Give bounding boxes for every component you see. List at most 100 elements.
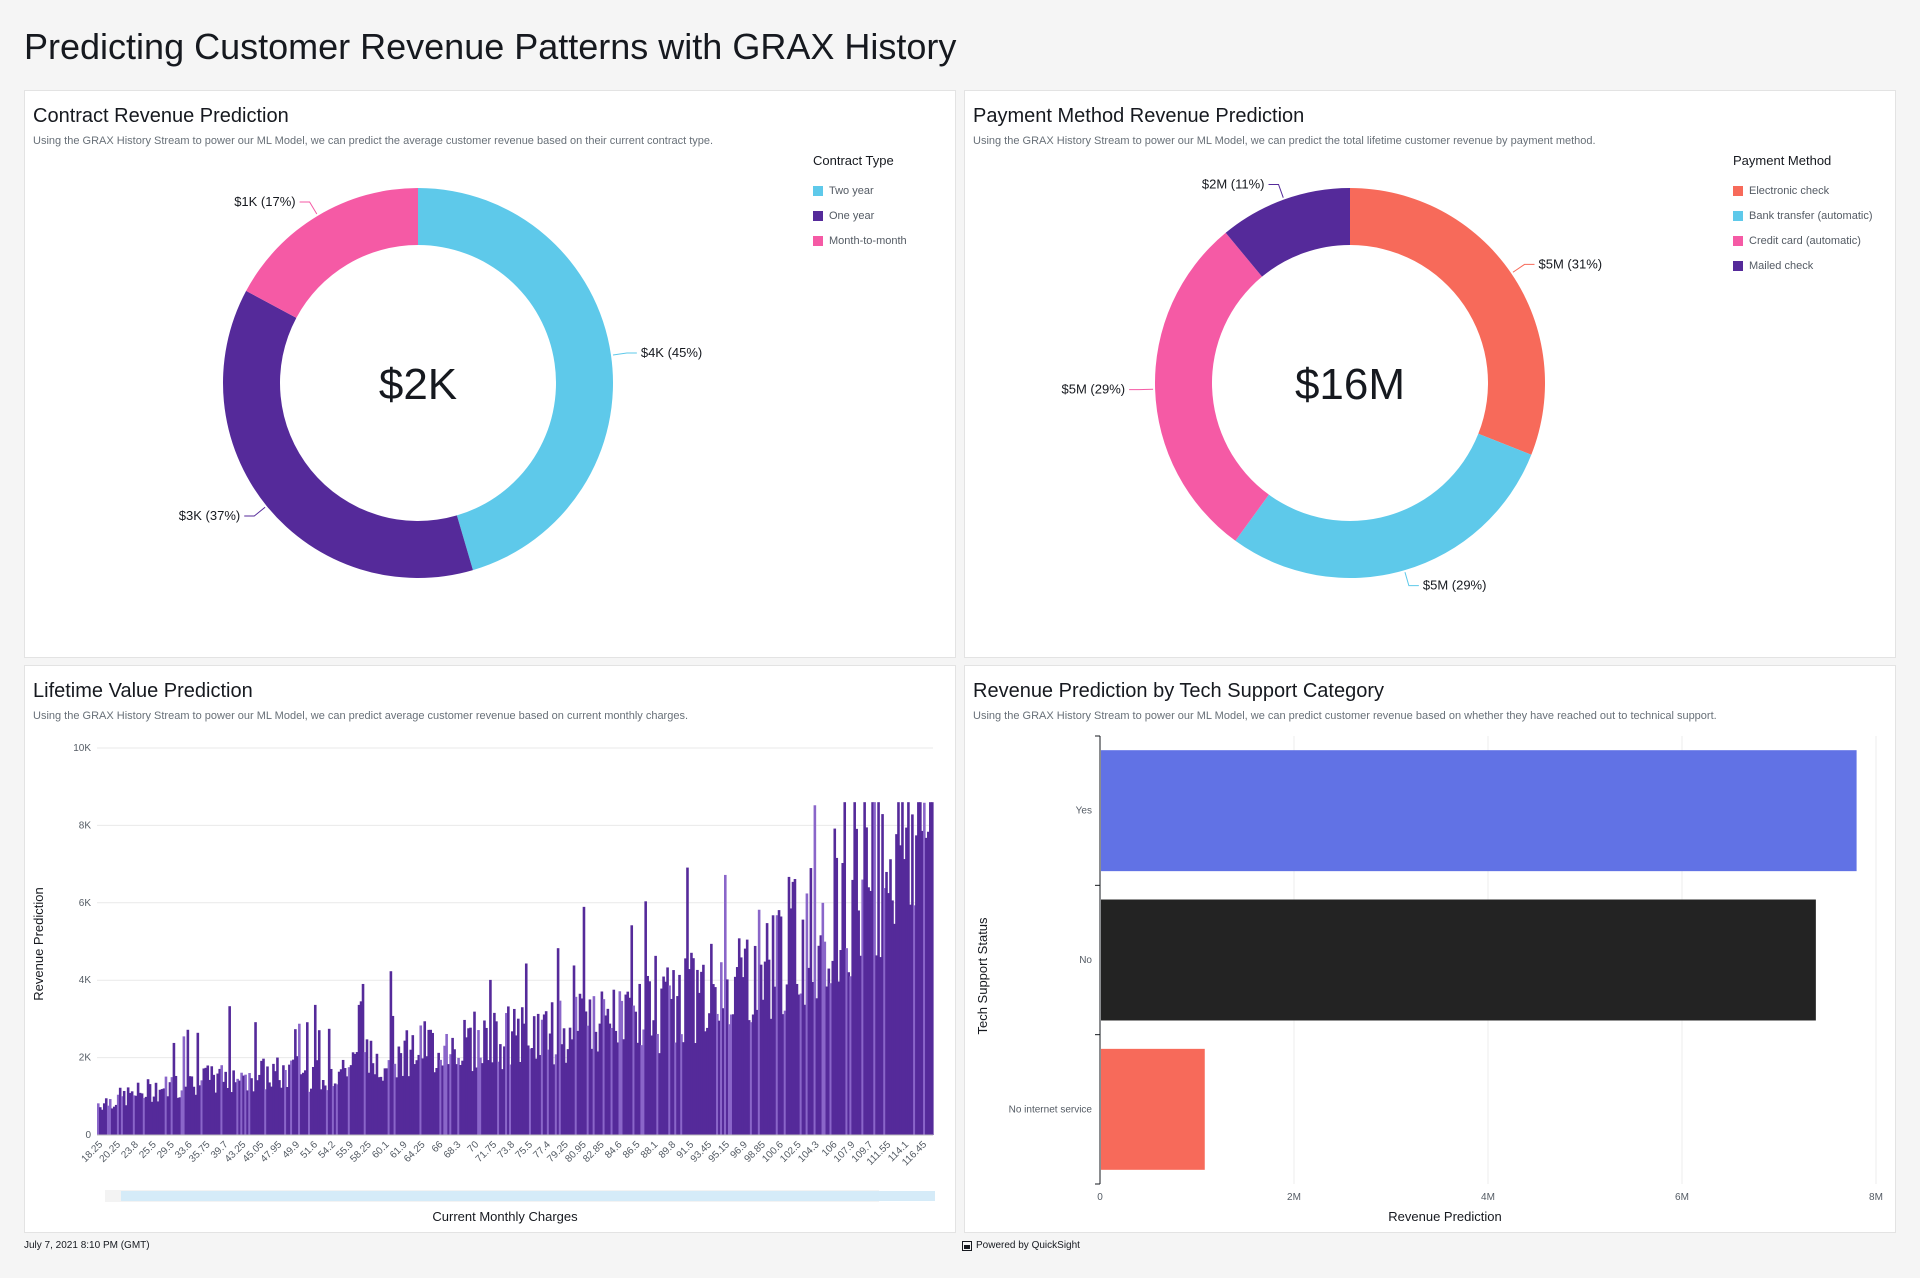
revenue-bar[interactable] bbox=[805, 893, 809, 1135]
revenue-bar[interactable] bbox=[763, 961, 767, 1135]
revenue-bar[interactable] bbox=[415, 1060, 419, 1135]
revenue-bar[interactable] bbox=[642, 1029, 645, 1135]
revenue-bar[interactable] bbox=[369, 1040, 373, 1135]
revenue-bar[interactable] bbox=[387, 1060, 391, 1135]
revenue-bar[interactable] bbox=[841, 863, 845, 1135]
revenue-bar[interactable] bbox=[684, 958, 687, 1135]
revenue-bar[interactable] bbox=[931, 802, 934, 1135]
revenue-bar[interactable] bbox=[302, 1072, 305, 1135]
revenue-bar[interactable] bbox=[891, 900, 894, 1135]
revenue-bar[interactable] bbox=[325, 1090, 329, 1135]
revenue-bar[interactable] bbox=[747, 1020, 751, 1135]
revenue-bar[interactable] bbox=[710, 943, 713, 1135]
revenue-bar[interactable] bbox=[554, 1054, 558, 1135]
revenue-bar[interactable] bbox=[791, 881, 795, 1135]
revenue-bar[interactable] bbox=[511, 1031, 514, 1135]
revenue-bar[interactable] bbox=[634, 1011, 638, 1135]
revenue-bar[interactable] bbox=[851, 879, 854, 1135]
revenue-bar[interactable] bbox=[859, 955, 862, 1135]
revenue-bar[interactable] bbox=[817, 945, 821, 1135]
revenue-bar[interactable] bbox=[218, 1068, 222, 1135]
revenue-bar[interactable] bbox=[495, 1021, 498, 1135]
donut-slice[interactable] bbox=[1235, 433, 1532, 578]
revenue-bar[interactable] bbox=[335, 1084, 339, 1135]
revenue-bar[interactable] bbox=[712, 984, 715, 1135]
revenue-bar[interactable] bbox=[612, 989, 616, 1135]
revenue-bar[interactable] bbox=[618, 991, 622, 1135]
revenue-bar[interactable] bbox=[698, 992, 701, 1135]
revenue-bar[interactable] bbox=[315, 1060, 319, 1135]
revenue-bar[interactable] bbox=[548, 1033, 552, 1135]
revenue-bar[interactable] bbox=[264, 1089, 267, 1135]
revenue-bar[interactable] bbox=[132, 1095, 136, 1135]
revenue-bar[interactable] bbox=[656, 1033, 659, 1135]
revenue-bar[interactable] bbox=[835, 857, 839, 1135]
revenue-bar[interactable] bbox=[515, 1035, 518, 1135]
revenue-bar[interactable] bbox=[489, 979, 492, 1135]
revenue-bar[interactable] bbox=[439, 1059, 442, 1135]
revenue-bar[interactable] bbox=[319, 1089, 323, 1135]
revenue-bar[interactable] bbox=[718, 1020, 721, 1135]
revenue-bar[interactable] bbox=[425, 1056, 429, 1135]
revenue-bar[interactable] bbox=[242, 1075, 245, 1135]
revenue-bar[interactable] bbox=[664, 981, 667, 1135]
revenue-bar[interactable] bbox=[238, 1080, 241, 1135]
revenue-bar[interactable] bbox=[815, 998, 819, 1135]
revenue-bar[interactable] bbox=[371, 1063, 375, 1135]
revenue-bar[interactable] bbox=[509, 1064, 512, 1135]
revenue-bar[interactable] bbox=[799, 993, 803, 1135]
revenue-bar[interactable] bbox=[630, 925, 634, 1135]
legend-item[interactable]: Two year bbox=[813, 184, 907, 198]
revenue-bar[interactable] bbox=[783, 1010, 787, 1135]
revenue-bar[interactable] bbox=[871, 802, 874, 1135]
revenue-bar[interactable] bbox=[407, 1076, 411, 1135]
revenue-bar[interactable] bbox=[423, 1021, 427, 1135]
revenue-bar[interactable] bbox=[110, 1108, 114, 1135]
revenue-bar[interactable] bbox=[714, 987, 717, 1135]
revenue-bar[interactable] bbox=[317, 1030, 321, 1135]
revenue-bar[interactable] bbox=[292, 1059, 295, 1135]
revenue-bar[interactable] bbox=[359, 1001, 363, 1135]
revenue-bar[interactable] bbox=[574, 996, 578, 1135]
revenue-bar[interactable] bbox=[716, 1013, 719, 1135]
revenue-bar[interactable] bbox=[596, 1051, 600, 1135]
revenue-bar[interactable] bbox=[861, 879, 864, 1135]
revenue-bar[interactable] bbox=[451, 1037, 454, 1135]
tech-support-bar[interactable] bbox=[1101, 1048, 1205, 1170]
tech-support-bar[interactable] bbox=[1101, 899, 1816, 1021]
revenue-bar[interactable] bbox=[178, 1097, 182, 1135]
revenue-bar[interactable] bbox=[626, 991, 630, 1135]
revenue-bar[interactable] bbox=[405, 1030, 409, 1135]
revenue-bar[interactable] bbox=[708, 1013, 711, 1135]
revenue-bar[interactable] bbox=[849, 976, 852, 1135]
revenue-bar[interactable] bbox=[911, 814, 914, 1135]
revenue-bar[interactable] bbox=[767, 959, 771, 1135]
revenue-bar[interactable] bbox=[377, 1077, 381, 1135]
revenue-bar[interactable] bbox=[909, 904, 912, 1135]
revenue-bar[interactable] bbox=[234, 1082, 237, 1135]
revenue-bar[interactable] bbox=[889, 859, 892, 1135]
revenue-bar[interactable] bbox=[761, 999, 765, 1135]
revenue-bar[interactable] bbox=[650, 1035, 653, 1135]
revenue-bar[interactable] bbox=[399, 1053, 403, 1135]
revenue-bar[interactable] bbox=[610, 1027, 614, 1135]
revenue-bar[interactable] bbox=[258, 1074, 261, 1135]
revenue-bar[interactable] bbox=[811, 981, 815, 1135]
revenue-bar[interactable] bbox=[532, 1016, 536, 1135]
revenue-bar[interactable] bbox=[331, 1086, 335, 1135]
revenue-bar[interactable] bbox=[915, 835, 918, 1135]
revenue-bar[interactable] bbox=[733, 976, 737, 1135]
revenue-bar[interactable] bbox=[614, 1030, 618, 1135]
revenue-bar[interactable] bbox=[582, 906, 586, 1135]
revenue-bar[interactable] bbox=[116, 1094, 120, 1135]
revenue-bar[interactable] bbox=[751, 1014, 755, 1135]
revenue-bar[interactable] bbox=[795, 983, 799, 1135]
revenue-bar[interactable] bbox=[252, 1091, 255, 1135]
revenue-bar[interactable] bbox=[739, 957, 743, 1135]
revenue-bar[interactable] bbox=[829, 983, 833, 1135]
revenue-bar[interactable] bbox=[901, 802, 904, 1135]
revenue-bar[interactable] bbox=[461, 1060, 464, 1135]
revenue-bar[interactable] bbox=[100, 1109, 104, 1135]
revenue-bar[interactable] bbox=[686, 867, 689, 1135]
revenue-bar[interactable] bbox=[395, 1077, 399, 1135]
